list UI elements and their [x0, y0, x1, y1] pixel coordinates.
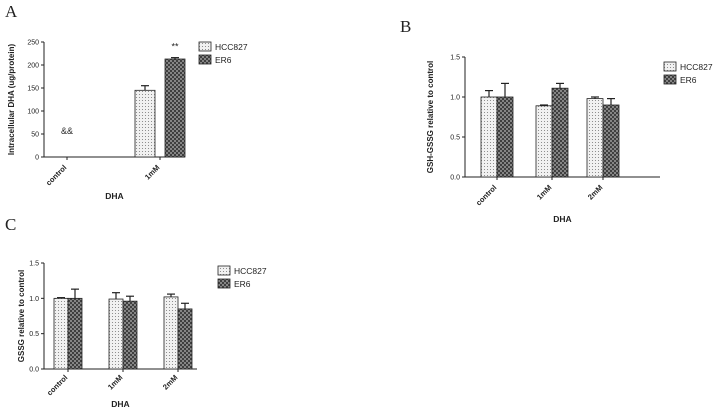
bar: [551, 87, 569, 178]
category-label: 1mM: [143, 163, 161, 181]
legend-swatch: [663, 74, 677, 85]
bar: [164, 58, 186, 158]
panel-letter: A: [5, 2, 18, 21]
legend-swatch: [217, 265, 231, 276]
y-tick-label: 0.0: [450, 175, 460, 182]
category-label: control: [45, 373, 69, 397]
legend-label: HCC827: [680, 62, 713, 72]
bar: [535, 105, 553, 178]
y-axis-title: Intracellular DHA (ug/protein): [7, 44, 16, 156]
panel-letter: C: [5, 215, 16, 234]
bar: [163, 296, 179, 370]
legend-swatch: [217, 278, 231, 289]
panel-letter: B: [400, 17, 411, 36]
legend-label: HCC827: [215, 42, 248, 52]
category-label: 2mM: [161, 373, 179, 391]
y-tick-label: 200: [27, 63, 39, 70]
y-tick-label: 0.5: [450, 135, 460, 142]
legend-swatch: [663, 61, 677, 72]
category-label: control: [44, 163, 68, 187]
legend-swatch: [198, 41, 212, 52]
significance-annotation: **: [171, 42, 179, 52]
bar: [496, 96, 514, 178]
legend-label: ER6: [680, 75, 697, 85]
x-axis-title: DHA: [111, 399, 129, 409]
bar: [134, 89, 156, 158]
bar: [67, 297, 83, 370]
y-tick-label: 1.0: [29, 296, 39, 303]
y-tick-label: 250: [27, 40, 39, 47]
bar: [122, 300, 138, 370]
y-tick-label: 0.0: [29, 367, 39, 374]
y-tick-label: 0: [35, 155, 39, 162]
category-label: 1mM: [106, 373, 124, 391]
y-tick-label: 100: [27, 109, 39, 116]
bar: [108, 298, 124, 370]
category-label: 1mM: [535, 183, 553, 201]
legend-label: ER6: [234, 279, 251, 289]
chart-layer: A 0 50 100 150 200 250 control 1mM && ** Intracellu…: [5, 2, 713, 409]
legend-swatch: [198, 54, 212, 65]
legend-label: ER6: [215, 55, 232, 65]
y-tick-label: 150: [27, 86, 39, 93]
bar: [177, 308, 193, 370]
bar: [53, 297, 69, 370]
bar: [480, 96, 498, 178]
y-tick-label: 1.5: [450, 55, 460, 62]
y-axis-title: GSH-GSSG relative to control: [426, 61, 435, 173]
y-tick-label: 1.5: [29, 261, 39, 268]
category-label: control: [474, 183, 498, 207]
bar: [586, 98, 604, 178]
x-axis-title: DHA: [105, 191, 123, 201]
significance-annotation: &&: [61, 126, 73, 136]
y-tick-label: 1.0: [450, 95, 460, 102]
bar: [602, 104, 620, 178]
y-tick-label: 0.5: [29, 331, 39, 338]
x-axis-title: DHA: [553, 214, 571, 224]
legend-label: HCC827: [234, 266, 267, 276]
category-label: 2mM: [586, 183, 604, 201]
y-tick-label: 50: [31, 132, 39, 139]
y-axis-title: GSSG relative to control: [17, 270, 26, 362]
